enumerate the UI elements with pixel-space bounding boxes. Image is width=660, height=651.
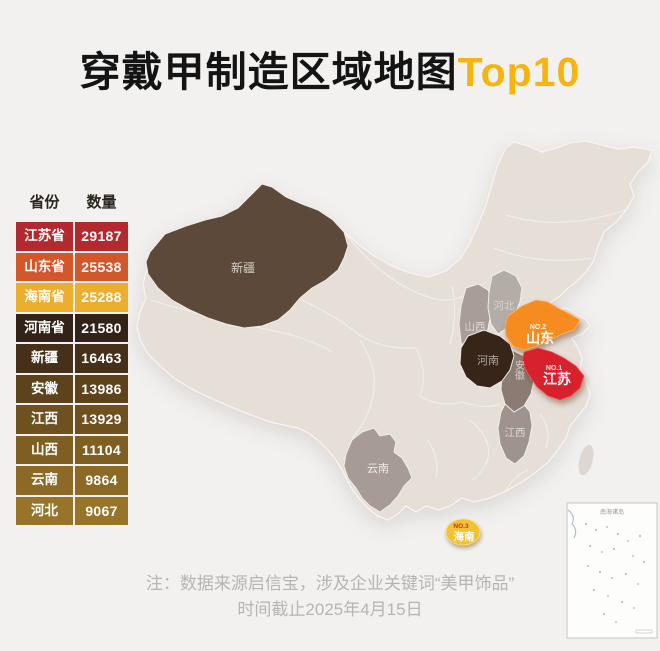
page-title: 穿戴甲制造区域地图Top10: [0, 38, 660, 98]
table-province-cell: 新疆: [16, 344, 73, 373]
title-highlight: Top10: [457, 49, 581, 95]
south-china-sea-inset: 南海诸岛: [566, 502, 658, 639]
table-value-cell: 11104: [75, 435, 128, 464]
table-value-cell: 16463: [75, 344, 128, 373]
table-row: 河南省 21580: [16, 313, 128, 342]
table-row: 云南 9864: [16, 466, 128, 495]
footer-line-2: 时间截止2025年4月15日: [237, 600, 423, 619]
table-row: 江西 13929: [16, 405, 128, 434]
table-row: 安徽 13986: [16, 374, 128, 403]
table-row: 新疆 16463: [16, 344, 128, 373]
province-jiangxi[interactable]: [497, 397, 533, 465]
province-jiangsu[interactable]: [521, 347, 585, 401]
table-province-cell: 云南: [16, 466, 73, 495]
table-province-cell: 山东省: [16, 252, 73, 281]
table-province-cell: 河南省: [16, 313, 73, 342]
footer-line-1: 注：数据来源启信宝，涉及企业关键词“美甲饰品”: [145, 574, 515, 593]
inset-label: 南海诸岛: [600, 508, 624, 516]
province-henan[interactable]: [459, 329, 515, 389]
table-row: 山东省 25538: [16, 252, 128, 281]
table-row: 海南省 25288: [16, 283, 128, 312]
table-province-cell: 江西: [16, 405, 73, 434]
table-value-cell: 29187: [75, 222, 128, 251]
table-row: 河北 9067: [16, 496, 128, 525]
table-value-cell: 9067: [75, 496, 128, 525]
table-province-cell: 海南省: [16, 283, 73, 312]
table-province-cell: 河北: [16, 496, 73, 525]
table-value-cell: 25538: [75, 252, 128, 281]
ranking-table: 省份 数量 江苏省 29187 山东省 25538 海南省 25288 河南省 …: [16, 192, 128, 527]
province-xinjiang[interactable]: [145, 183, 349, 329]
province-yunnan[interactable]: [343, 427, 413, 513]
province-shandong[interactable]: [504, 299, 581, 351]
table-row: 山西 11104: [16, 435, 128, 464]
table-province-cell: 安徽: [16, 374, 73, 403]
footer-note: 注：数据来源启信宝，涉及企业关键词“美甲饰品” 时间截止2025年4月15日: [0, 571, 660, 623]
province-borders: [149, 209, 626, 491]
province-hainan[interactable]: [445, 518, 481, 546]
table-value-cell: 21580: [75, 313, 128, 342]
title-main: 穿戴甲制造区域地图: [79, 49, 458, 95]
table-province-cell: 江苏省: [16, 222, 73, 251]
header-province: 省份: [29, 194, 60, 211]
table-row: 江苏省 29187: [16, 222, 128, 251]
header-count: 数量: [86, 194, 117, 211]
table-value-cell: 25288: [75, 283, 128, 312]
table-value-cell: 13986: [75, 374, 128, 403]
inset-islands: [585, 523, 645, 623]
table-value-cell: 9864: [75, 466, 128, 495]
table-header: 省份 数量: [16, 192, 128, 214]
province-taiwan: [577, 443, 595, 477]
table-value-cell: 13929: [75, 405, 128, 434]
table-province-cell: 山西: [16, 435, 73, 464]
